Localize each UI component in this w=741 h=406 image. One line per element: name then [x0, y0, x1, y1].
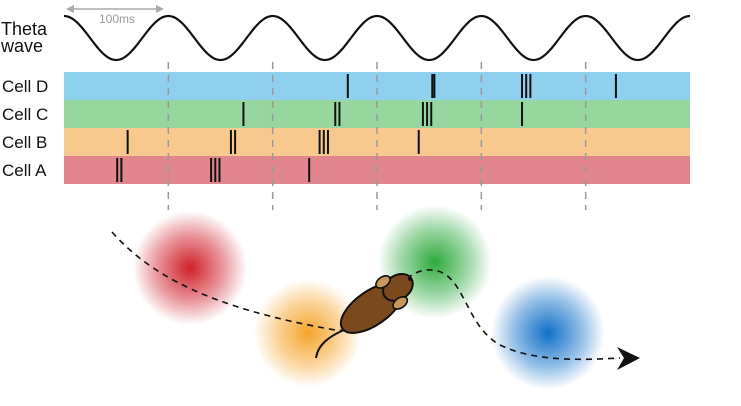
scale-bar-arrow-left-icon [66, 5, 74, 13]
cycle-markers [167, 62, 587, 210]
cell-label-cell-a: Cell A [2, 161, 47, 180]
rat-ear-right [392, 295, 409, 310]
theta-label-line1: Theta [1, 19, 48, 39]
trajectory-arrowhead-icon [617, 347, 640, 370]
rat-tail [315, 329, 345, 359]
cell-label-cell-c: Cell C [2, 105, 48, 124]
theta-wave-trace [63, 14, 691, 62]
rat-ear-left [375, 274, 392, 289]
spike-raster: Cell D Cell C Cell B Cell A [2, 72, 690, 184]
rat-nose [407, 276, 413, 282]
scale-bar-label: 100ms [99, 12, 135, 26]
rat-icon [315, 272, 414, 359]
scale-bar-arrow-right-icon [156, 5, 164, 13]
place-field-cell-b [254, 279, 362, 387]
theta-label-line2: wave [0, 36, 43, 56]
place-field-cell-a [133, 211, 247, 325]
place-field-cell-d [491, 276, 605, 390]
cell-label-cell-d: Cell D [2, 77, 48, 96]
scale-bar: 100ms [66, 5, 164, 26]
cell-label-cell-b: Cell B [2, 133, 47, 152]
